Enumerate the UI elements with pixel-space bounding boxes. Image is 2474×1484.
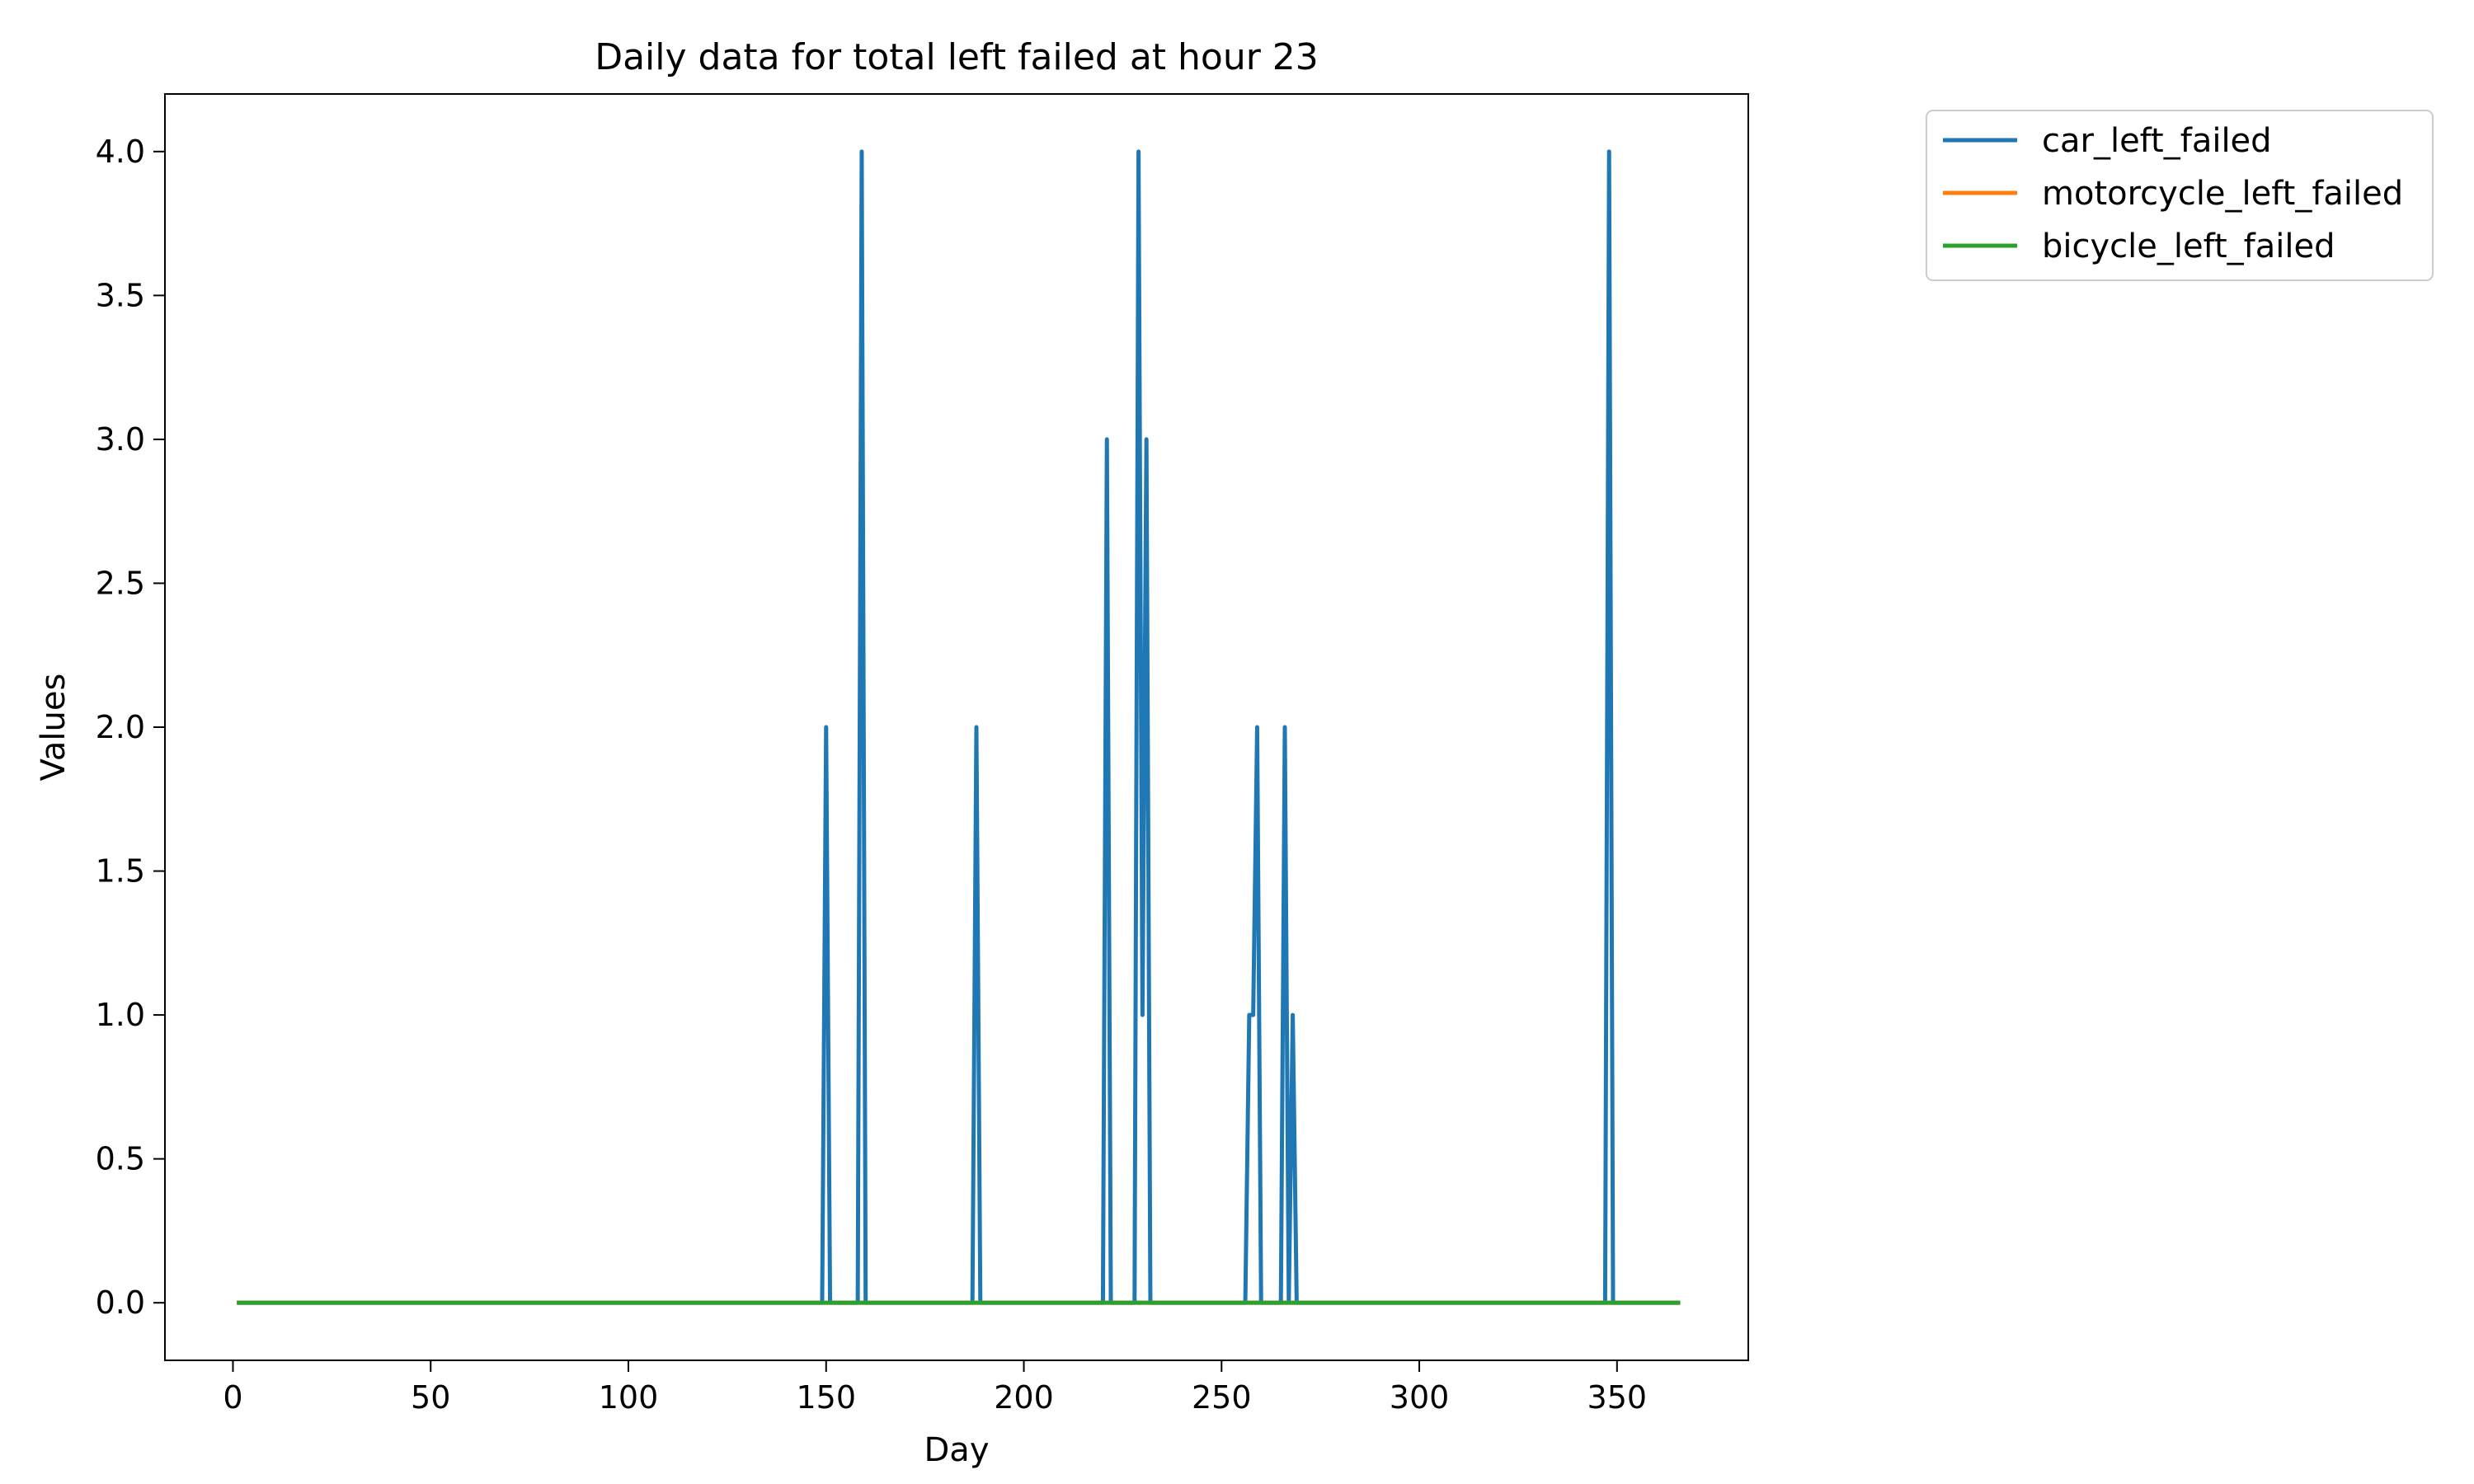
x-axis-ticks: 0 50 100 150 200 250 300 350 <box>223 1360 1647 1416</box>
legend-label: motorcycle_left_failed <box>2042 175 2403 213</box>
x-tick-label: 100 <box>599 1379 659 1416</box>
y-axis-ticks: 0.0 0.5 1.0 1.5 2.0 2.5 3.0 3.5 4.0 <box>96 134 165 1321</box>
x-tick-label: 0 <box>223 1379 242 1416</box>
y-tick-label: 3.5 <box>96 277 145 313</box>
legend-label: bicycle_left_failed <box>2042 228 2335 265</box>
x-tick-label: 200 <box>994 1379 1054 1416</box>
legend-frame <box>1926 110 2434 281</box>
x-tick-label: 150 <box>796 1379 856 1416</box>
x-axis-label: Day <box>924 1431 990 1469</box>
y-tick-label: 2.5 <box>96 565 145 601</box>
legend-label: car_left_failed <box>2042 122 2272 160</box>
y-tick-label: 1.0 <box>96 997 145 1033</box>
legend: car_left_failed motorcycle_left_failedbic… <box>1926 110 2434 281</box>
y-tick-label: 0.5 <box>96 1141 145 1177</box>
x-tick-label: 50 <box>411 1379 450 1416</box>
y-tick-label: 4.0 <box>96 134 145 170</box>
y-tick-label: 3.0 <box>96 421 145 458</box>
x-tick-label: 300 <box>1390 1379 1450 1416</box>
y-axis-label: Values <box>35 674 73 782</box>
x-tick-label: 350 <box>1587 1379 1648 1416</box>
x-tick-label: 250 <box>1192 1379 1252 1416</box>
plot-area <box>165 94 1748 1360</box>
chart-title: Daily data for total left failed at hour… <box>595 36 1319 78</box>
series-group <box>237 149 1681 1305</box>
y-tick-label: 0.0 <box>96 1284 145 1321</box>
y-tick-label: 2.0 <box>96 709 145 745</box>
y-tick-label: 1.5 <box>96 853 145 890</box>
